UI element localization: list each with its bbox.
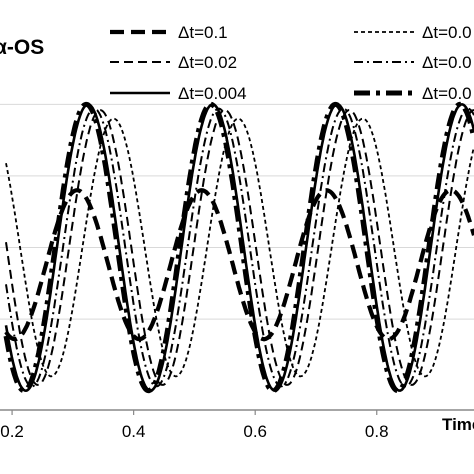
series-line-2 (5, 109, 474, 386)
x-tick-label-0: 0.2 (0, 422, 24, 441)
series-line-0 (4, 188, 474, 342)
series-line-1 (5, 117, 474, 378)
grid (0, 103, 474, 320)
x-tick-label-2: 0.6 (243, 422, 267, 441)
x-tick-label-1: 0.4 (122, 422, 146, 441)
series-line-3 (5, 107, 474, 388)
legend-label-5: Δt=0.0 (422, 84, 472, 103)
legend: Δt=0.1 Δt=0.0 Δt=0.02 Δt=0.0 Δt=0.004 Δt=0.0 (110, 23, 472, 103)
legend-label-0: Δt=0.1 (178, 23, 228, 42)
x-tick-label-3: 0.8 (365, 422, 389, 441)
chart-title: α-OS (0, 36, 44, 59)
legend-label-3: Δt=0.0 (422, 53, 472, 72)
legend-label-2: Δt=0.02 (178, 53, 237, 72)
series-line-5 (3, 101, 474, 394)
legend-label-1: Δt=0.0 (422, 23, 472, 42)
x-ticks: 0.2 0.4 0.6 0.8 (0, 410, 389, 441)
legend-label-4: Δt=0.004 (178, 84, 247, 103)
series-layer (3, 101, 474, 394)
x-axis-label: Time (442, 415, 474, 434)
